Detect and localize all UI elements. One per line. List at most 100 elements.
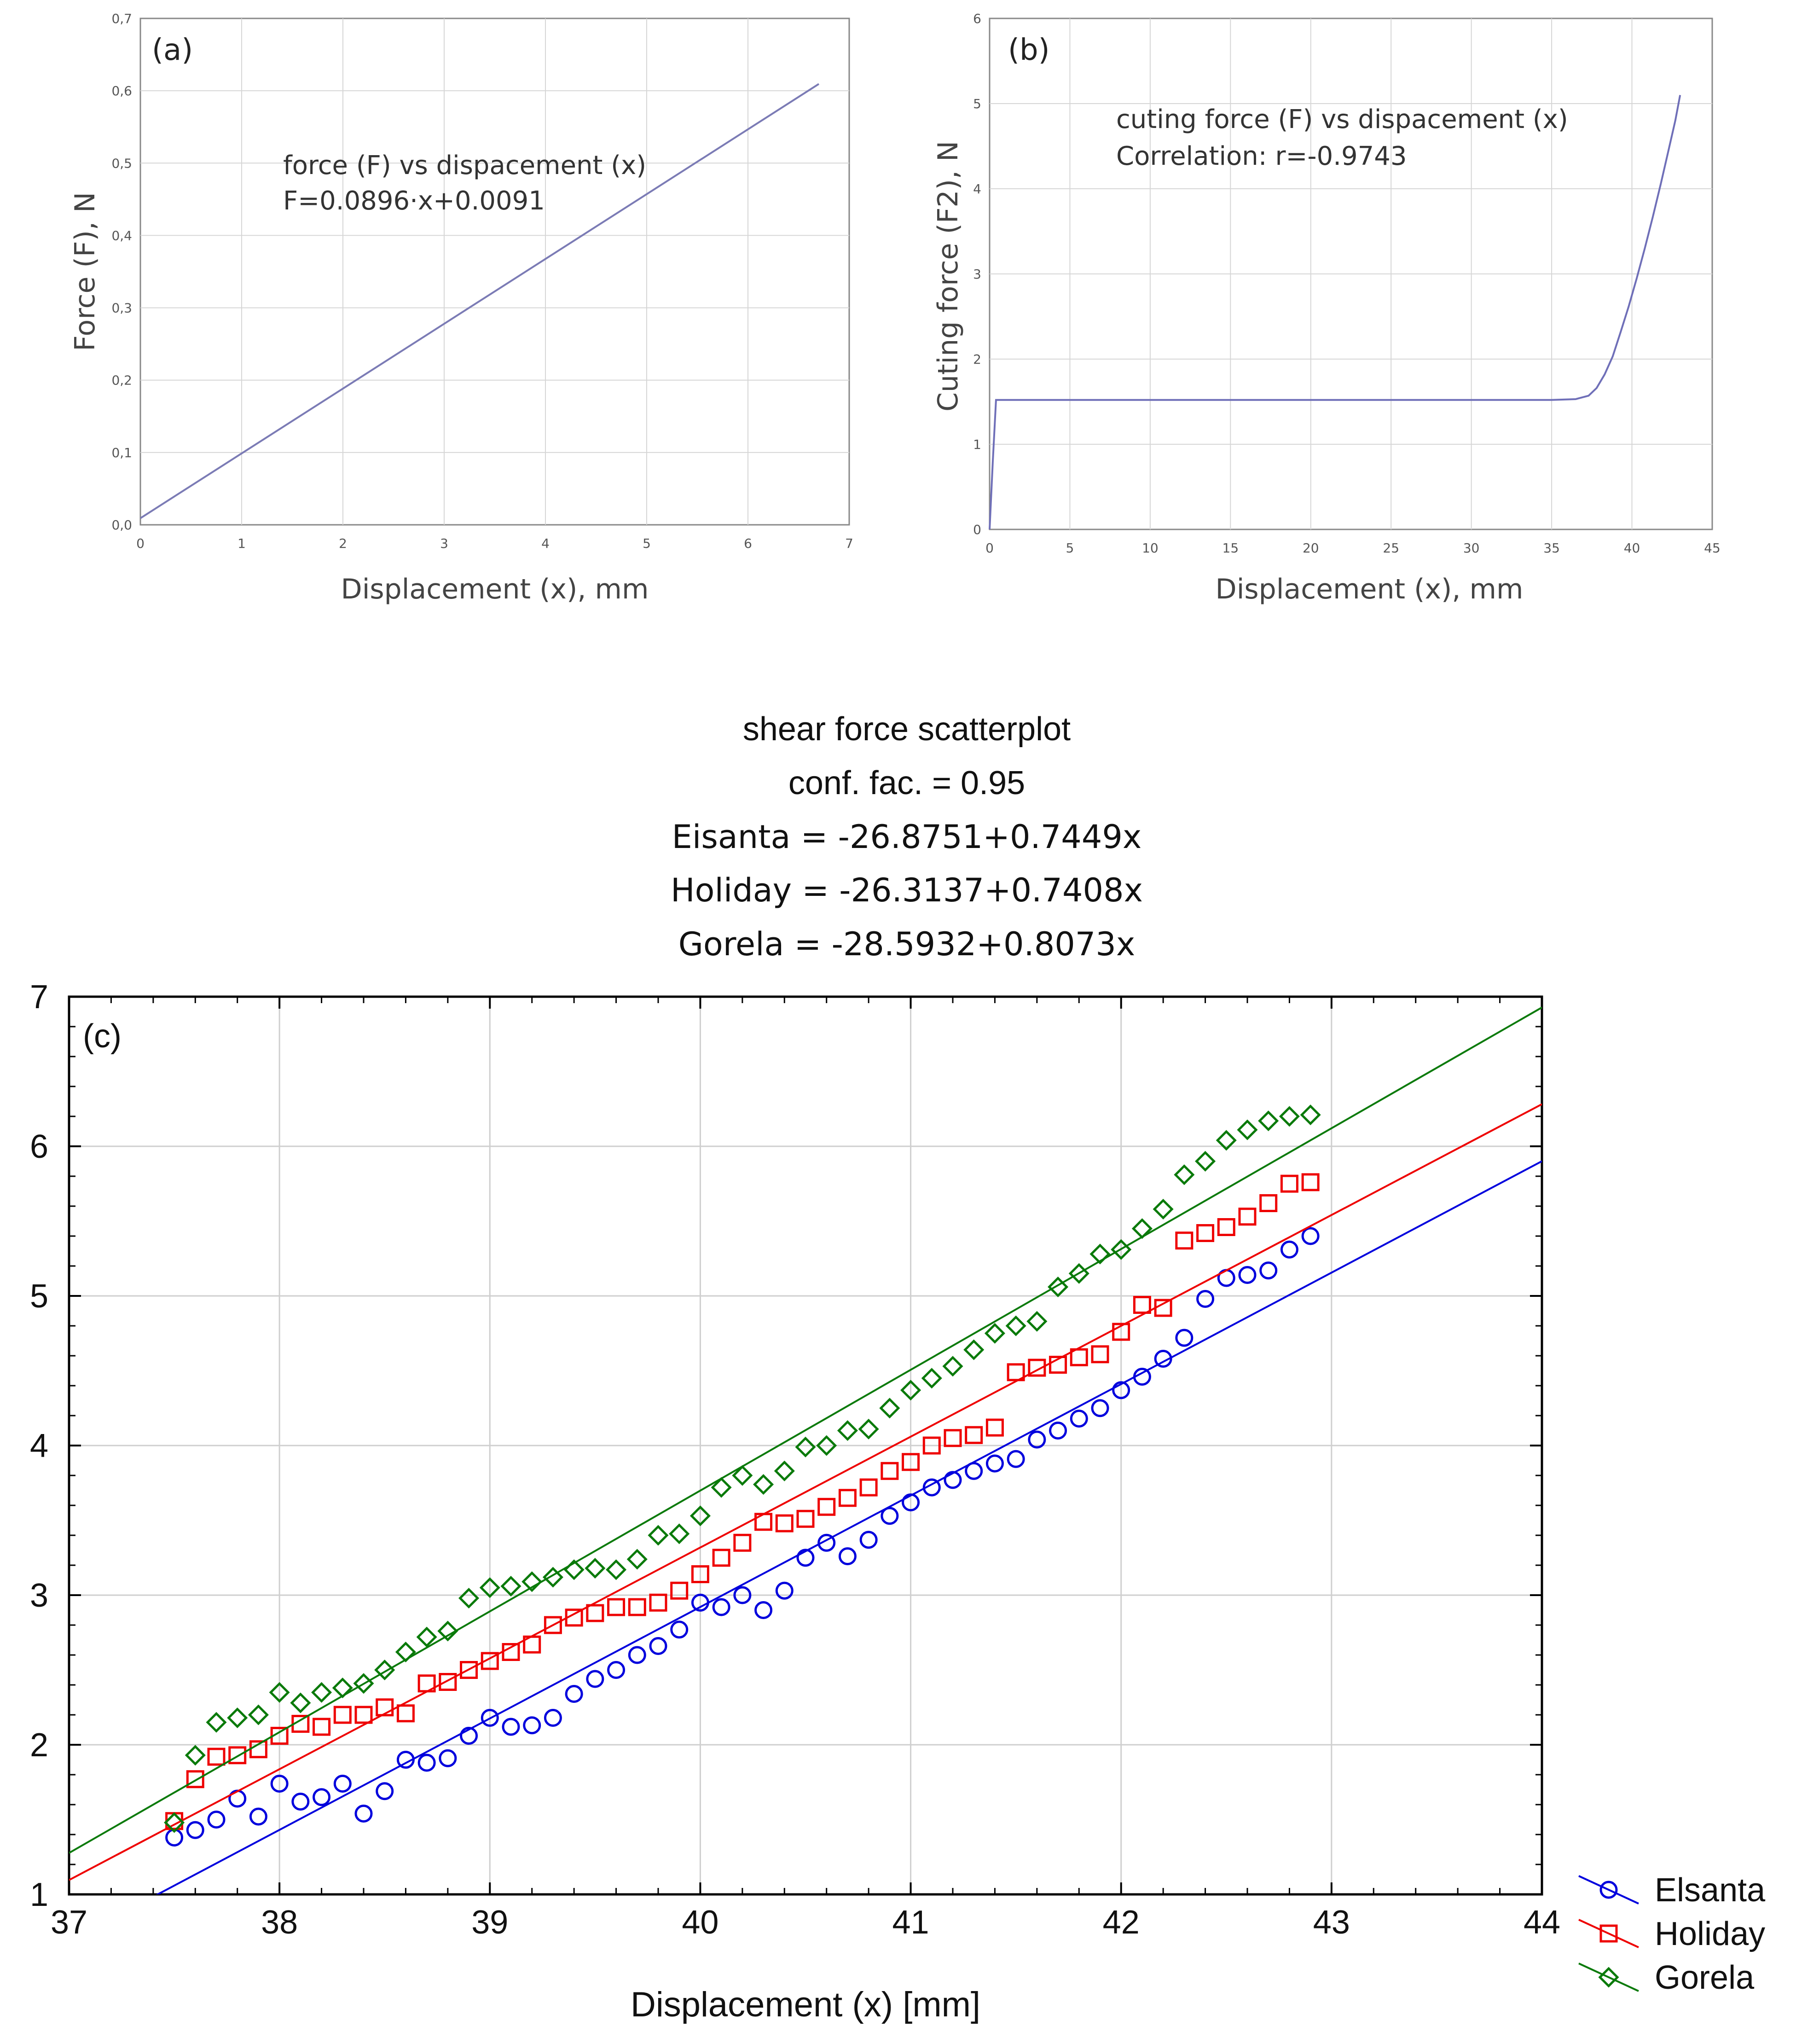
legend-line-gorela xyxy=(1578,1963,1639,1992)
panel-a-ytick-label: 0,1 xyxy=(111,445,132,460)
point-holiday xyxy=(922,1436,941,1455)
panel-b-xtick-label: 30 xyxy=(1463,540,1480,556)
panel-c-xtick-label: 43 xyxy=(1313,1904,1350,1941)
point-holiday xyxy=(1154,1299,1172,1317)
panel-a-ylabel: Force (F), N xyxy=(69,192,101,351)
point-gorela xyxy=(374,1659,395,1681)
panel-c-title: shear force scatterplot xyxy=(743,711,1071,748)
legend-label-elsanta: Elsanta xyxy=(1655,1872,1766,1909)
panel-a-ytick-label: 0,4 xyxy=(111,228,132,243)
point-gorela xyxy=(395,1641,416,1663)
point-gorela xyxy=(669,1523,690,1545)
panel-b-ylabel: Cuting force (F2), N xyxy=(932,141,964,412)
panel-a-ytick-label: 0,3 xyxy=(111,301,132,316)
legend-line-holiday xyxy=(1578,1919,1639,1948)
point-gorela xyxy=(1005,1315,1026,1336)
point-elsanta xyxy=(965,1462,983,1480)
panel-a-xlabel: Displacement (x), mm xyxy=(341,573,649,605)
point-holiday xyxy=(1301,1173,1320,1191)
point-holiday xyxy=(838,1489,857,1507)
point-elsanta xyxy=(481,1709,499,1727)
panel-b-ytick-label: 0 xyxy=(973,522,981,537)
point-gorela xyxy=(416,1626,437,1648)
point-holiday xyxy=(1238,1208,1257,1226)
point-elsanta xyxy=(1133,1368,1151,1386)
panel-a-ytick-label: 0,0 xyxy=(111,517,132,533)
point-elsanta xyxy=(502,1718,520,1736)
point-elsanta xyxy=(333,1775,352,1793)
panel-b-ytick-label: 3 xyxy=(973,267,981,282)
point-holiday xyxy=(1280,1174,1298,1193)
panel-c-label: (c) xyxy=(83,1018,122,1055)
point-holiday xyxy=(1091,1345,1109,1364)
point-holiday xyxy=(354,1706,373,1724)
point-gorela xyxy=(1131,1218,1153,1239)
legend-label-gorela: Gorela xyxy=(1655,1959,1755,1996)
point-elsanta xyxy=(733,1586,752,1604)
point-gorela xyxy=(500,1575,521,1597)
point-holiday xyxy=(417,1674,436,1693)
panel-c-xtick-label: 40 xyxy=(682,1904,718,1941)
point-gorela xyxy=(311,1682,332,1703)
series-holiday xyxy=(69,1103,1542,1881)
point-elsanta xyxy=(544,1709,562,1727)
point-gorela xyxy=(606,1559,627,1580)
panel-b-xtick-label: 40 xyxy=(1624,540,1640,556)
point-elsanta xyxy=(649,1637,667,1655)
point-gorela xyxy=(774,1460,795,1481)
point-elsanta xyxy=(1070,1410,1088,1428)
panel-a-xtick-label: 5 xyxy=(643,536,651,551)
legend-marker-holiday xyxy=(1599,1924,1618,1943)
point-gorela xyxy=(1279,1106,1300,1127)
point-holiday xyxy=(523,1635,541,1654)
point-holiday xyxy=(228,1746,247,1765)
panel-c-xtick-label: 37 xyxy=(51,1904,87,1941)
panel-a-label: (a) xyxy=(152,33,193,67)
point-holiday xyxy=(1007,1363,1025,1382)
panel-c-ticks: 37 38 39 40 41 42 43 44 1 2 3 4 5 6 7 xyxy=(30,979,1560,1941)
point-holiday xyxy=(691,1565,709,1583)
panel-a-ytick-label: 0,6 xyxy=(111,83,132,99)
panel-c-ytick-label: 2 xyxy=(30,1727,48,1764)
point-gorela xyxy=(1195,1150,1216,1172)
point-holiday xyxy=(502,1643,520,1661)
panel-b-xtick-label: 25 xyxy=(1383,540,1399,556)
point-gorela xyxy=(795,1436,816,1458)
panel-b-xtick-label: 15 xyxy=(1222,540,1239,556)
panel-c-xlabel: Displacement (x) [mm] xyxy=(631,1985,980,2024)
point-elsanta xyxy=(628,1646,646,1664)
point-gorela xyxy=(689,1505,711,1527)
panel-c-ytick-label: 7 xyxy=(30,979,48,1016)
panel-a-xtick-label: 7 xyxy=(845,536,853,551)
panel-b-ytick-label: 2 xyxy=(973,352,981,367)
panel-c-series xyxy=(69,1006,1542,1894)
panel-a-chart: 0 1 2 3 4 5 6 7 0,0 0,1 0,2 0,3 0,4 0,5 0,6 0,7 (a) for… xyxy=(69,11,853,605)
point-holiday xyxy=(859,1478,878,1497)
panel-b-xtick-label: 35 xyxy=(1543,540,1560,556)
point-holiday xyxy=(186,1770,204,1788)
panel-a-ytick-label: 0,2 xyxy=(111,373,132,388)
point-elsanta xyxy=(1007,1450,1025,1468)
point-gorela xyxy=(648,1525,669,1546)
point-holiday xyxy=(1049,1356,1067,1374)
point-holiday xyxy=(775,1514,794,1533)
panel-a-ticks: 0 1 2 3 4 5 6 7 0,0 0,1 0,2 0,3 0,4 0,5 0,6 0,7 xyxy=(111,11,853,551)
point-holiday xyxy=(439,1673,457,1691)
point-elsanta xyxy=(881,1507,899,1525)
point-holiday xyxy=(460,1661,478,1679)
point-holiday xyxy=(902,1453,920,1471)
point-holiday xyxy=(586,1604,604,1622)
point-gorela xyxy=(711,1477,732,1498)
panel-b-ytick-label: 5 xyxy=(973,96,981,111)
point-gorela xyxy=(984,1323,1005,1344)
point-holiday xyxy=(1175,1231,1193,1250)
point-gorela xyxy=(185,1745,206,1766)
panel-c-xtick-label: 38 xyxy=(261,1904,298,1941)
point-holiday xyxy=(944,1429,962,1447)
panel-c-equation-elsanta: Eisanta = -26.8751+0.7449x xyxy=(672,818,1142,856)
point-elsanta xyxy=(1259,1261,1278,1280)
point-gorela xyxy=(900,1380,921,1401)
point-holiday xyxy=(733,1533,752,1552)
point-elsanta xyxy=(1175,1329,1193,1347)
point-elsanta xyxy=(1112,1381,1130,1399)
